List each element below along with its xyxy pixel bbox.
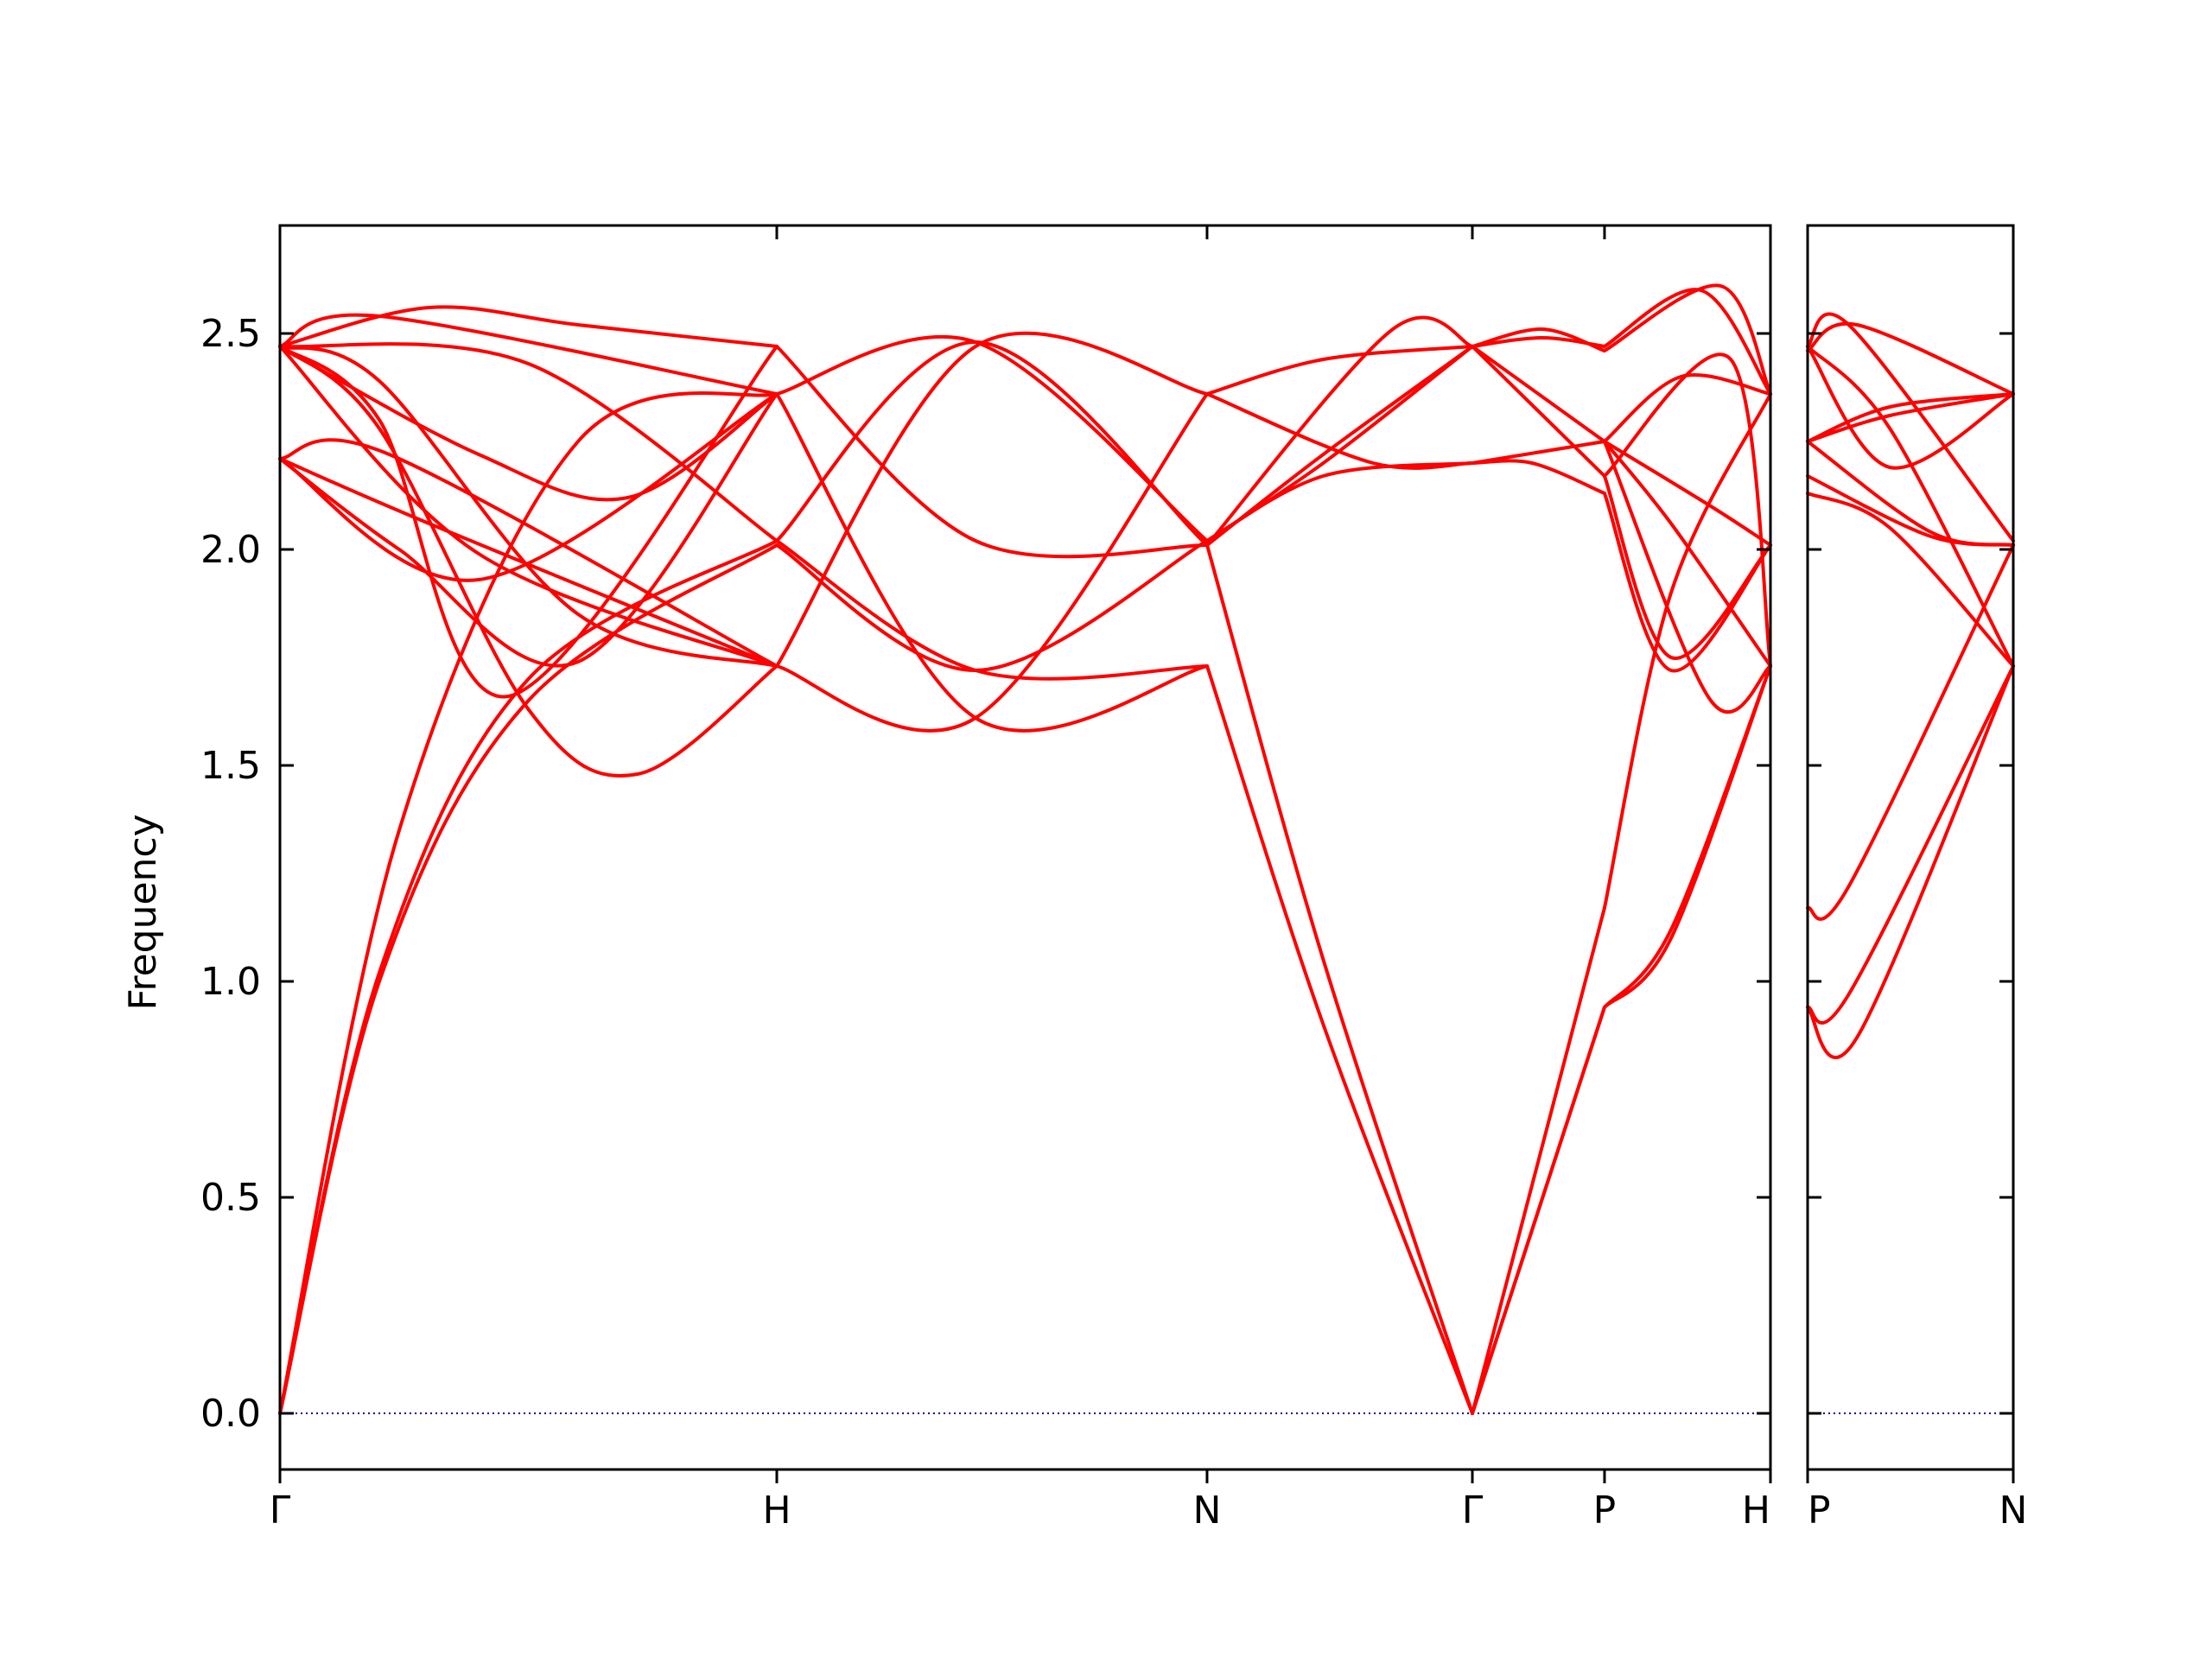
phonon-branch bbox=[1205, 461, 1474, 543]
phonon-branch bbox=[278, 543, 779, 1415]
phonon-branch bbox=[775, 331, 1209, 668]
phonon-branch bbox=[1602, 392, 1772, 910]
phonon-branch bbox=[1205, 664, 1474, 1415]
phonon-branch bbox=[1602, 288, 1772, 396]
x-tick-label: Γ bbox=[1462, 1488, 1484, 1533]
phonon-branch bbox=[1602, 492, 1772, 673]
phonon-branch bbox=[1806, 392, 2015, 443]
axes-layer: 0.00.51.01.52.02.5Γ H N Γ P H P N bbox=[200, 224, 2028, 1533]
phonon-branch bbox=[1602, 352, 1772, 668]
plot-frame bbox=[278, 224, 1772, 1471]
phonon-branch bbox=[278, 457, 779, 668]
phonon-branch bbox=[1806, 321, 2015, 396]
phonon-branch bbox=[1806, 440, 2015, 547]
phonon-branch bbox=[775, 345, 1209, 559]
phonon-branch bbox=[1806, 312, 2015, 543]
y-axis-label: Frequency bbox=[121, 814, 165, 1010]
phonon-branch bbox=[1602, 664, 1772, 1009]
phonon-branch bbox=[1602, 440, 1772, 714]
x-tick-label: Γ bbox=[270, 1488, 291, 1533]
phonon-branch bbox=[1806, 543, 2015, 921]
plot-frame bbox=[1806, 224, 2015, 1471]
phonon-branch bbox=[1205, 392, 1474, 470]
phonon-branch bbox=[775, 340, 1209, 547]
phonon-branch bbox=[278, 342, 779, 543]
phonon-branch bbox=[1806, 345, 2015, 668]
y-tick-label: 1.0 bbox=[200, 960, 261, 1004]
phonon-branch bbox=[1471, 345, 1606, 443]
phonon-branch bbox=[278, 345, 779, 668]
phonon-branch bbox=[1602, 373, 1772, 443]
phonon-branch bbox=[1205, 543, 1474, 1415]
phonon-branch bbox=[775, 392, 1209, 733]
phonon-branch bbox=[1471, 440, 1606, 465]
y-tick-label: 2.5 bbox=[200, 312, 261, 356]
phonon-branch bbox=[1602, 474, 1772, 660]
phonon-branch bbox=[278, 345, 779, 502]
phonon-branch bbox=[278, 392, 779, 582]
phonon-branch bbox=[1205, 345, 1474, 396]
phonon-branch bbox=[775, 539, 1209, 681]
phonon-branch bbox=[1602, 440, 1772, 668]
phonon-branch bbox=[1806, 664, 2015, 1059]
y-tick-label: 1.5 bbox=[200, 744, 261, 788]
phonon-branch bbox=[1205, 315, 1474, 547]
phonon-branch bbox=[278, 345, 779, 668]
x-tick-label: N bbox=[1999, 1488, 2028, 1533]
phonon-branch bbox=[1471, 906, 1606, 1415]
phonon-branch bbox=[278, 345, 779, 778]
phonon-branch bbox=[278, 392, 779, 668]
phonon-branch bbox=[1471, 345, 1606, 478]
y-tick-label: 2.0 bbox=[200, 528, 261, 572]
x-tick-label: P bbox=[1808, 1488, 1831, 1533]
x-tick-label: P bbox=[1593, 1488, 1617, 1533]
phonon-branch bbox=[1602, 664, 1772, 1009]
phonon-branch bbox=[1471, 336, 1606, 348]
x-tick-label: N bbox=[1192, 1488, 1221, 1533]
phonon-branch bbox=[1806, 664, 2015, 1025]
phonon-branch bbox=[775, 392, 1209, 733]
phonon-branch bbox=[1602, 283, 1772, 396]
phonon-branch bbox=[1602, 440, 1772, 547]
y-tick-label: 0.5 bbox=[200, 1176, 261, 1220]
phonon-branch bbox=[278, 438, 779, 668]
phonon-branch bbox=[1471, 327, 1606, 352]
phonon-branch bbox=[1806, 474, 2015, 547]
branches-layer bbox=[278, 283, 2015, 1415]
phonon-branch bbox=[278, 313, 779, 396]
phonon-branch bbox=[1806, 345, 2015, 470]
phonon-branch bbox=[775, 539, 1209, 673]
phonon-branch bbox=[1806, 392, 2015, 443]
x-tick-label: H bbox=[762, 1488, 791, 1533]
phonon-branch bbox=[278, 539, 779, 1415]
phonon-branch bbox=[278, 305, 779, 348]
phonon-branch bbox=[1471, 459, 1606, 495]
phonon-branch bbox=[278, 391, 779, 1415]
phonon-branch bbox=[1806, 492, 2015, 668]
x-tick-label: H bbox=[1742, 1488, 1770, 1533]
phonon-branch bbox=[1471, 1006, 1606, 1415]
y-tick-label: 0.0 bbox=[200, 1392, 261, 1436]
